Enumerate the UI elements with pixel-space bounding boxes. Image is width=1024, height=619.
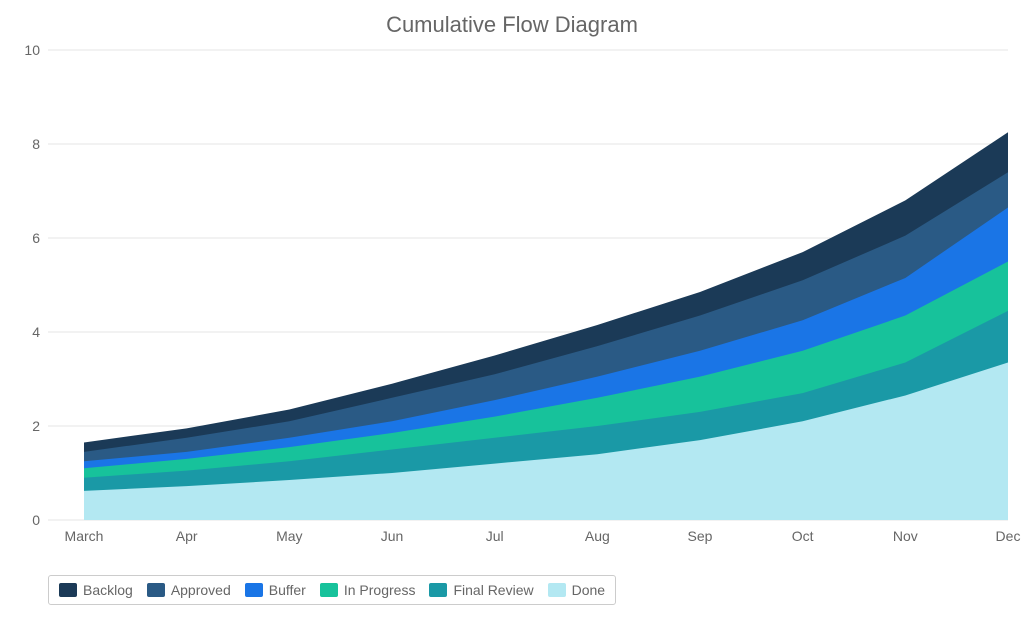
legend-label: Buffer xyxy=(269,582,306,598)
legend-item-buffer[interactable]: Buffer xyxy=(245,582,306,598)
chart-title: Cumulative Flow Diagram xyxy=(0,12,1024,38)
cumulative-flow-chart: Cumulative Flow Diagram 0246810MarchAprM… xyxy=(0,0,1024,619)
x-tick-label: Apr xyxy=(176,528,198,544)
x-tick-label: Jul xyxy=(486,528,504,544)
legend-swatch xyxy=(429,583,447,597)
legend-label: Final Review xyxy=(453,582,533,598)
legend-label: Approved xyxy=(171,582,231,598)
legend-item-backlog[interactable]: Backlog xyxy=(59,582,133,598)
legend-item-approved[interactable]: Approved xyxy=(147,582,231,598)
legend-item-in-progress[interactable]: In Progress xyxy=(320,582,416,598)
legend-swatch xyxy=(245,583,263,597)
x-tick-label: Sep xyxy=(688,528,713,544)
legend-item-final-review[interactable]: Final Review xyxy=(429,582,533,598)
legend-swatch xyxy=(548,583,566,597)
legend-label: In Progress xyxy=(344,582,416,598)
y-tick-label: 8 xyxy=(32,136,40,152)
x-tick-label: Oct xyxy=(792,528,814,544)
y-tick-label: 0 xyxy=(32,512,40,528)
legend: Backlog Approved Buffer In Progress Final Re… xyxy=(48,575,616,605)
legend-swatch xyxy=(320,583,338,597)
y-tick-label: 10 xyxy=(24,42,40,58)
x-tick-label: Dec xyxy=(996,528,1021,544)
x-tick-label: Aug xyxy=(585,528,610,544)
legend-label: Backlog xyxy=(83,582,133,598)
legend-label: Done xyxy=(572,582,605,598)
plot-area: 0246810MarchAprMayJunJulAugSepOctNovDec xyxy=(48,50,1008,520)
x-tick-label: March xyxy=(65,528,104,544)
y-tick-label: 6 xyxy=(32,230,40,246)
y-tick-label: 2 xyxy=(32,418,40,434)
x-tick-label: May xyxy=(276,528,302,544)
legend-item-done[interactable]: Done xyxy=(548,582,605,598)
chart-svg xyxy=(48,50,1008,520)
legend-swatch xyxy=(59,583,77,597)
y-tick-label: 4 xyxy=(32,324,40,340)
x-tick-label: Nov xyxy=(893,528,918,544)
x-tick-label: Jun xyxy=(381,528,404,544)
legend-swatch xyxy=(147,583,165,597)
